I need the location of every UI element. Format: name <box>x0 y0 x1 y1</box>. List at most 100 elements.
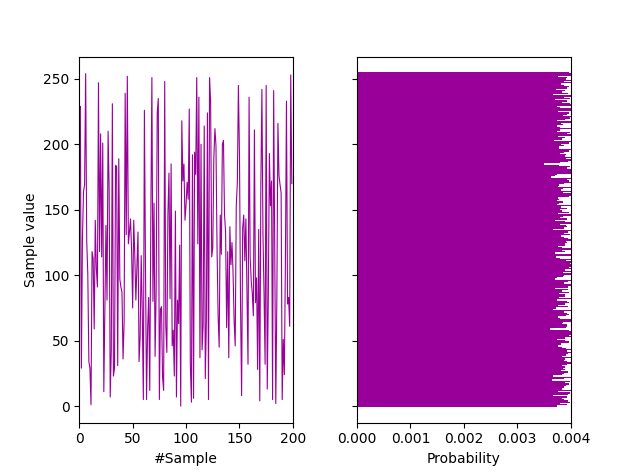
Bar <box>357 386 564 387</box>
Bar <box>357 255 579 256</box>
Bar <box>357 298 571 299</box>
Bar <box>357 276 563 277</box>
Bar <box>357 377 571 378</box>
Bar <box>357 172 576 174</box>
Bar <box>357 104 573 106</box>
Bar <box>357 202 559 204</box>
Bar <box>357 176 551 178</box>
Bar <box>357 165 559 166</box>
Bar <box>357 353 567 354</box>
Bar <box>357 127 560 128</box>
Bar <box>357 297 559 298</box>
Bar <box>357 140 553 141</box>
Bar <box>357 230 580 231</box>
Bar <box>357 106 557 107</box>
Bar <box>357 221 566 222</box>
Bar <box>357 268 571 269</box>
Bar <box>357 72 569 73</box>
Bar <box>357 114 567 115</box>
Bar <box>357 133 567 134</box>
Bar <box>357 313 567 314</box>
Bar <box>357 167 567 169</box>
Bar <box>357 86 569 87</box>
Bar <box>357 256 557 257</box>
Bar <box>357 362 574 363</box>
Bar <box>357 345 558 347</box>
Bar <box>357 150 569 152</box>
X-axis label: Probability: Probability <box>427 452 501 466</box>
Bar <box>357 158 566 160</box>
Bar <box>357 222 571 224</box>
Bar <box>357 299 557 301</box>
Bar <box>357 234 570 235</box>
Bar <box>357 112 569 114</box>
Bar <box>357 143 561 145</box>
Bar <box>357 240 566 242</box>
Bar <box>357 76 558 77</box>
Bar <box>357 389 562 390</box>
Bar <box>357 125 557 127</box>
Bar <box>357 382 566 383</box>
Bar <box>357 398 562 399</box>
Bar <box>357 318 560 319</box>
Bar <box>357 368 563 369</box>
Bar <box>357 170 579 171</box>
Bar <box>357 278 555 280</box>
Bar <box>357 146 559 148</box>
Bar <box>357 316 558 318</box>
Bar <box>357 365 562 366</box>
Bar <box>357 254 572 255</box>
Bar <box>357 98 570 99</box>
Bar <box>357 153 560 154</box>
Bar <box>357 354 566 356</box>
Bar <box>357 284 572 285</box>
Bar <box>357 137 565 138</box>
Bar <box>357 373 564 374</box>
Bar <box>357 403 560 404</box>
Bar <box>357 200 557 201</box>
Bar <box>357 385 566 386</box>
Bar <box>357 102 562 103</box>
Bar <box>357 324 567 326</box>
Bar <box>357 131 557 132</box>
Bar <box>357 302 569 304</box>
Bar <box>357 136 559 137</box>
Bar <box>357 229 553 230</box>
Bar <box>357 366 564 368</box>
Bar <box>357 154 566 155</box>
Bar <box>357 320 571 322</box>
Bar <box>357 95 576 96</box>
Bar <box>357 115 563 116</box>
Bar <box>357 107 560 108</box>
Bar <box>357 78 566 79</box>
Bar <box>357 163 544 165</box>
Bar <box>357 231 567 233</box>
Bar <box>357 157 573 158</box>
Bar <box>357 149 573 150</box>
Bar <box>357 361 567 362</box>
Bar <box>357 155 565 157</box>
Bar <box>357 263 570 264</box>
Bar <box>357 119 566 120</box>
Bar <box>357 342 561 344</box>
Bar <box>357 293 559 294</box>
Bar <box>357 235 560 237</box>
Bar <box>357 134 573 136</box>
Bar <box>357 371 568 373</box>
Bar <box>357 288 555 289</box>
Bar <box>357 96 564 98</box>
Bar <box>357 309 553 310</box>
Bar <box>357 322 563 323</box>
Bar <box>357 286 568 288</box>
Bar <box>357 132 570 133</box>
Bar <box>357 277 557 278</box>
Bar <box>357 210 562 212</box>
Bar <box>357 237 564 238</box>
Bar <box>357 224 560 225</box>
Bar <box>357 171 574 172</box>
Bar <box>357 91 562 93</box>
Bar <box>357 89 556 90</box>
Bar <box>357 152 564 153</box>
Bar <box>357 243 564 245</box>
Bar <box>357 340 564 342</box>
